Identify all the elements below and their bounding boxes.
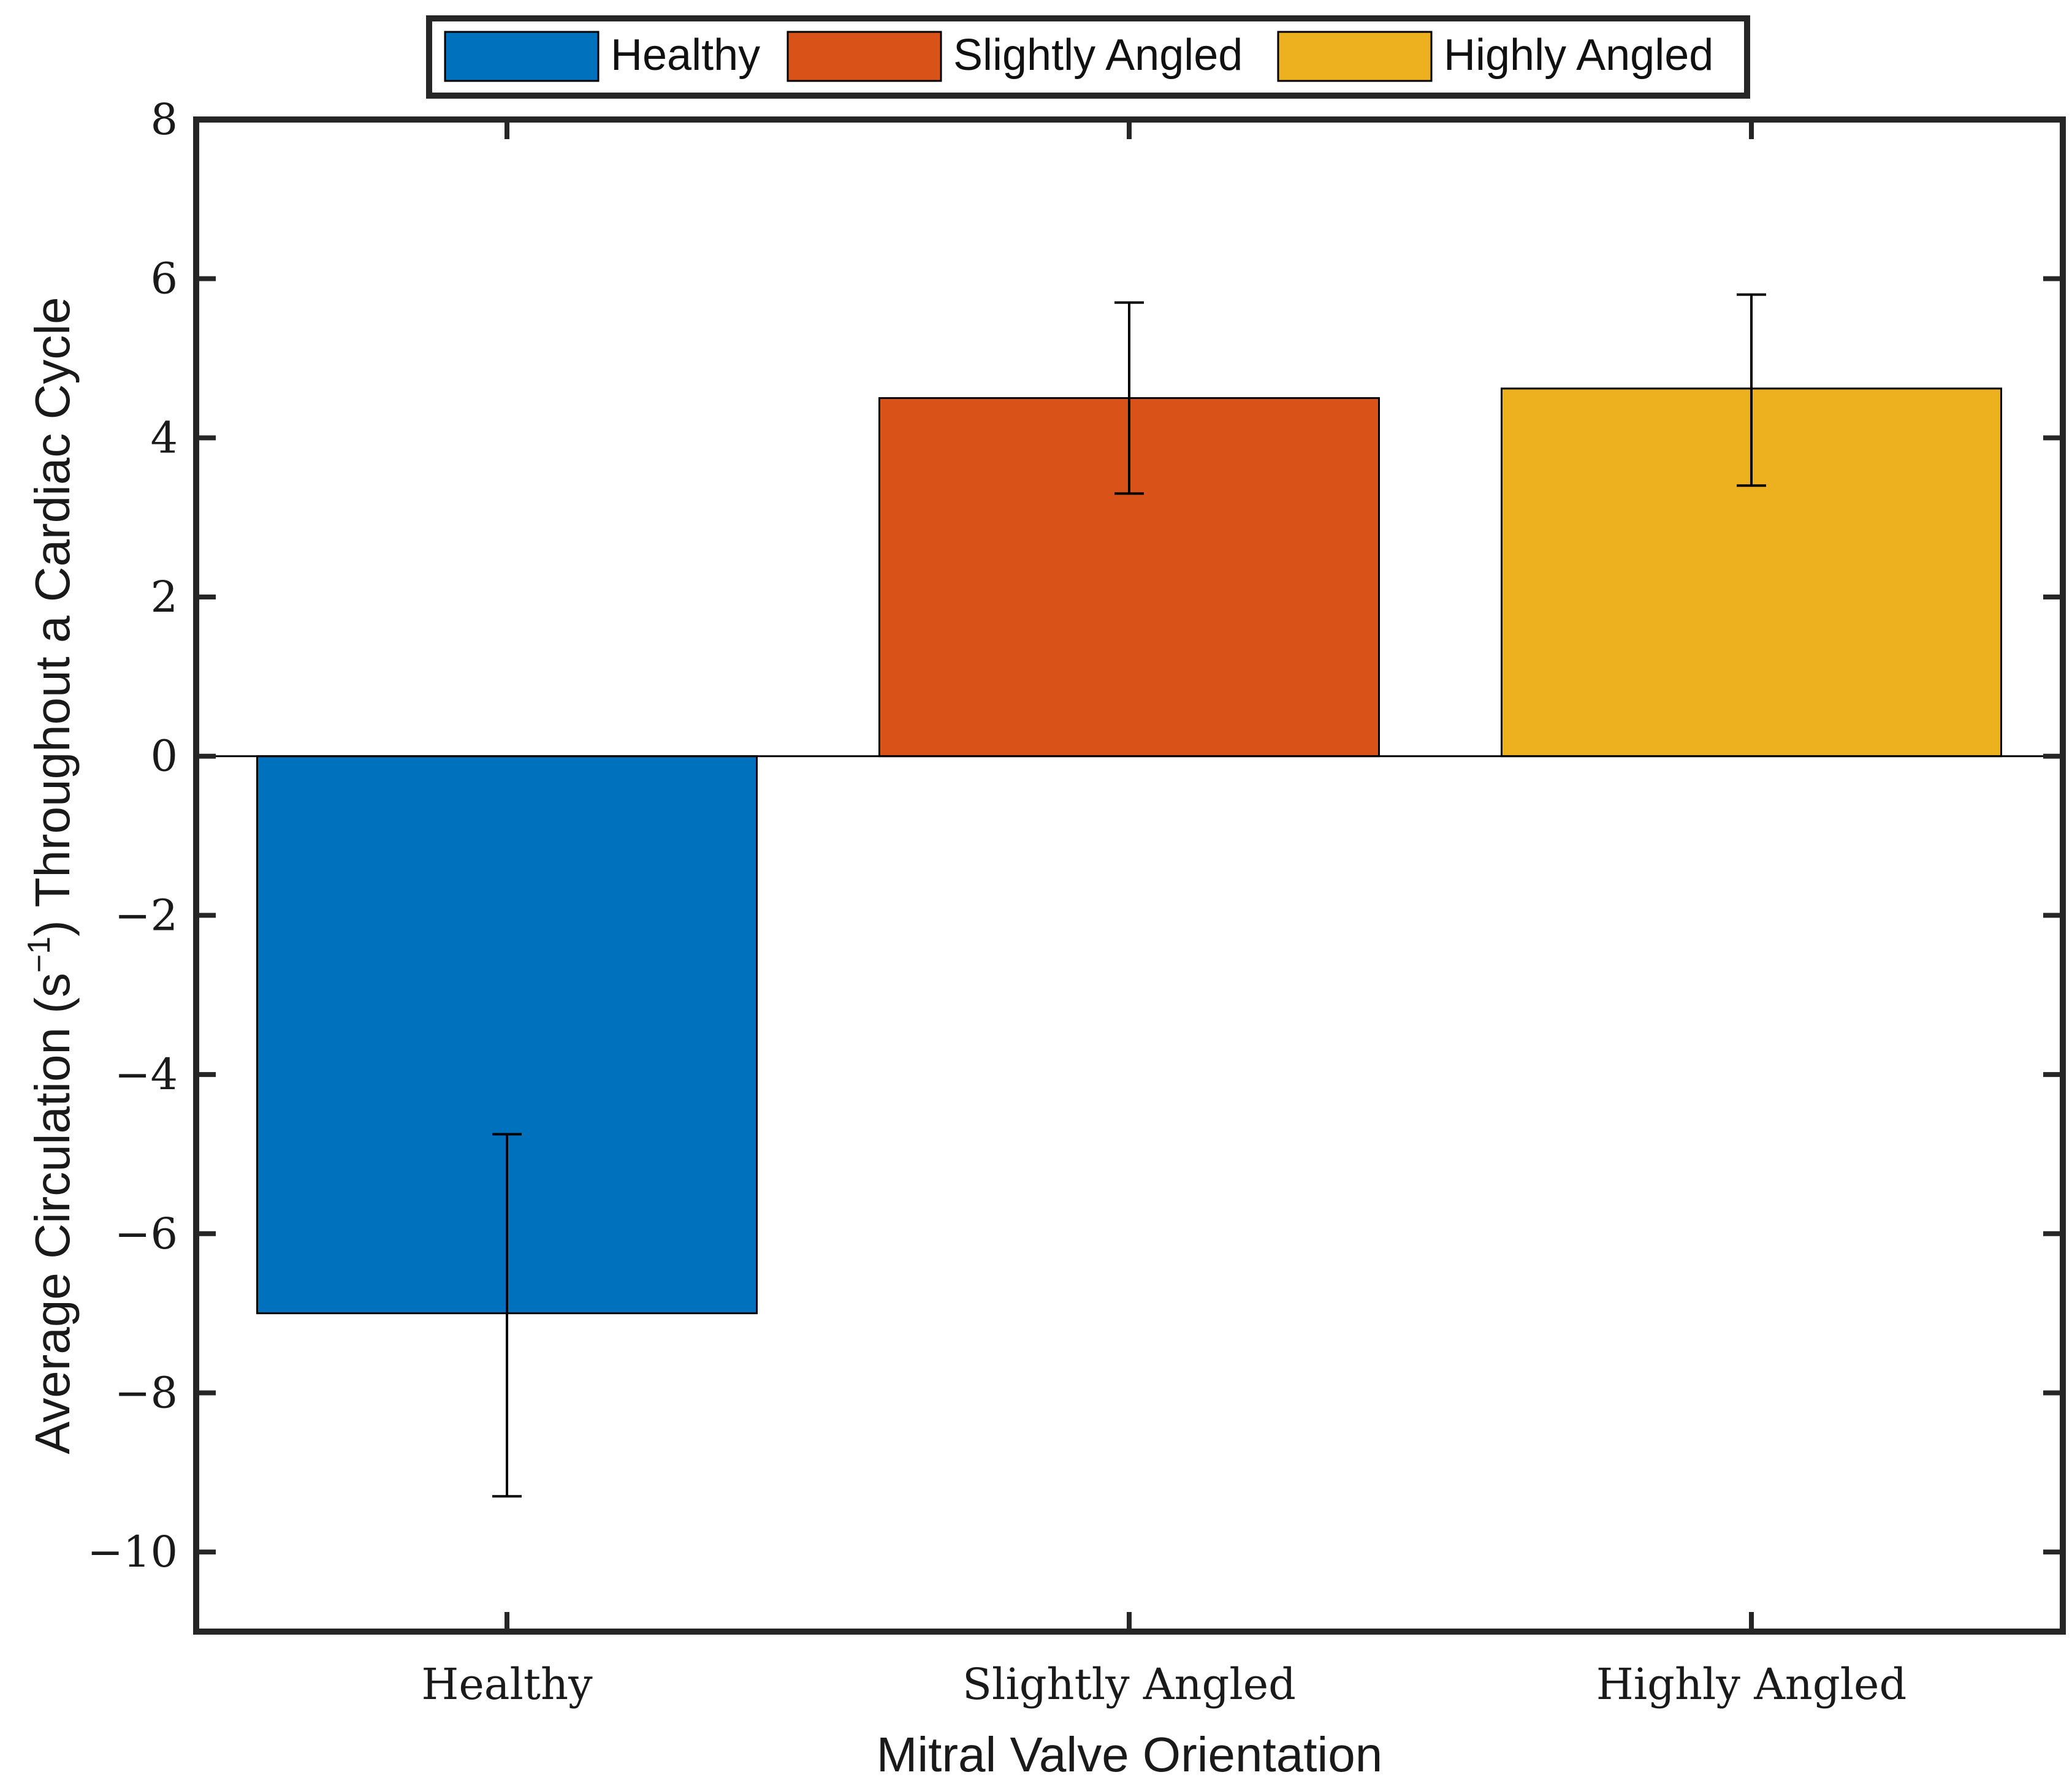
- error-bars-group: [492, 293, 1766, 1498]
- y-tick-label: −2: [115, 890, 178, 940]
- y-tick-label: 6: [150, 254, 178, 304]
- x-axis-title: Mitral Valve Orientation: [877, 1727, 1383, 1782]
- y-tick-label: −4: [115, 1049, 178, 1100]
- legend-swatch-slightly-angled: [787, 31, 942, 82]
- x-tick-label-highly-angled: Highly Angled: [1596, 1659, 1907, 1709]
- x-tick-labels: Healthy Slightly Angled Highly Angled: [421, 1659, 1906, 1709]
- legend: Healthy Slightly Angled Highly Angled: [426, 15, 1750, 99]
- axes-group: [193, 116, 2066, 1635]
- y-tick-label: 4: [150, 412, 178, 463]
- y-tick-labels: 8 6 4 2 0 −2 −4 −6 −8 −10: [87, 94, 178, 1577]
- y-tick-label: 0: [150, 731, 178, 781]
- y-tick-label: −6: [115, 1209, 178, 1259]
- y-tick-label: −10: [87, 1527, 178, 1577]
- legend-swatch-highly-angled: [1277, 31, 1433, 82]
- legend-swatch-healthy: [444, 31, 600, 82]
- y-axis-title: Average Circulation (s−1) Throughout a C…: [21, 297, 80, 1454]
- legend-label-highly-angled: Highly Angled: [1444, 31, 1713, 80]
- x-tick-label-healthy: Healthy: [421, 1659, 593, 1709]
- y-axis-title-superscript: −1: [21, 937, 57, 973]
- y-tick-label: 2: [150, 572, 178, 622]
- y-tick-label: −8: [115, 1367, 178, 1418]
- legend-label-healthy: Healthy: [611, 31, 760, 80]
- y-axis-title-suffix: ) Throughout a Cardiac Cycle: [25, 297, 80, 936]
- y-tick-label: 8: [150, 94, 178, 145]
- legend-label-slightly-angled: Slightly Angled: [953, 31, 1243, 80]
- y-axis-title-prefix: Average Circulation (s: [25, 973, 80, 1454]
- x-tick-label-slightly-angled: Slightly Angled: [962, 1659, 1296, 1709]
- legend-box: [426, 15, 1750, 99]
